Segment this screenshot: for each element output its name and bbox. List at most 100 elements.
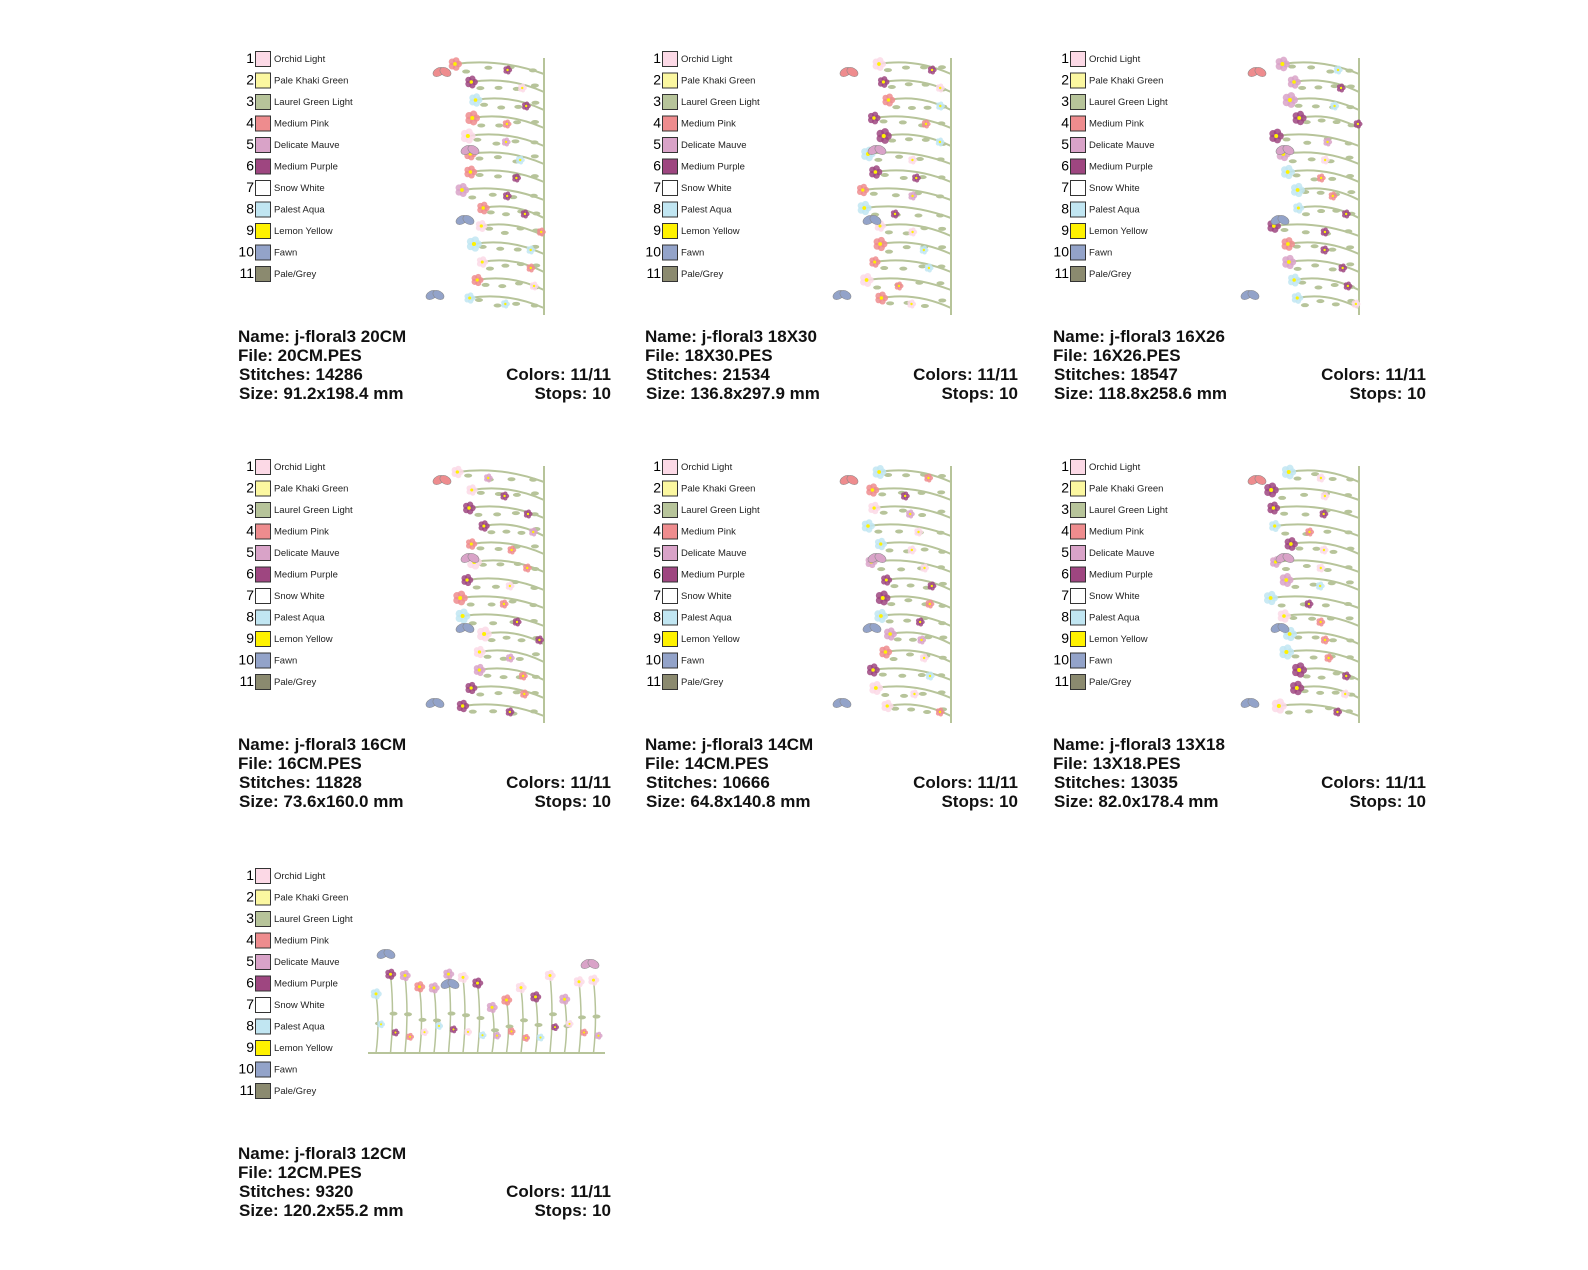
color-swatch bbox=[255, 223, 271, 239]
color-swatch bbox=[1070, 51, 1086, 67]
flower-center bbox=[923, 566, 926, 570]
flower-center bbox=[877, 62, 881, 66]
leaf bbox=[592, 1014, 601, 1019]
flower-center bbox=[1323, 494, 1327, 498]
flower-center bbox=[1296, 206, 1300, 210]
petal bbox=[408, 1032, 413, 1037]
petal bbox=[886, 93, 893, 100]
color-name: Delicate Mauve bbox=[1089, 548, 1154, 559]
petal bbox=[1308, 527, 1313, 532]
leaf bbox=[511, 139, 520, 144]
flower-center bbox=[532, 530, 535, 534]
flower-center bbox=[1307, 602, 1311, 606]
flower-center bbox=[403, 974, 407, 978]
leaf bbox=[1346, 262, 1355, 267]
leaf bbox=[1311, 635, 1320, 640]
flower-center bbox=[476, 981, 479, 985]
flower-center bbox=[1286, 242, 1290, 246]
flower-center bbox=[540, 230, 543, 234]
color-name: Lemon Yellow bbox=[274, 1043, 333, 1054]
color-swatch bbox=[662, 609, 678, 626]
flower-center bbox=[1271, 224, 1276, 228]
leaf bbox=[873, 285, 882, 290]
flower-center bbox=[465, 133, 470, 139]
petal bbox=[469, 110, 478, 118]
leaf bbox=[1323, 529, 1332, 534]
flower-center bbox=[526, 566, 529, 570]
petal bbox=[1326, 137, 1331, 142]
color-name: Lemon Yellow bbox=[274, 634, 333, 645]
leaf bbox=[485, 226, 494, 231]
color-name: Lemon Yellow bbox=[274, 226, 333, 237]
petal bbox=[455, 465, 462, 472]
color-name: Palest Aqua bbox=[274, 1022, 325, 1033]
petal bbox=[1356, 119, 1361, 124]
leaf bbox=[881, 692, 890, 697]
color-name: Delicate Mauve bbox=[1089, 140, 1154, 151]
color-swatch bbox=[1070, 244, 1086, 261]
colors-count: Colors: 11/11 bbox=[506, 365, 611, 384]
leaf bbox=[937, 121, 946, 126]
petal bbox=[518, 155, 524, 160]
leaf bbox=[899, 175, 908, 180]
color-swatch bbox=[1070, 652, 1086, 669]
petal bbox=[1336, 707, 1341, 712]
petal bbox=[490, 1001, 496, 1008]
flower-center bbox=[502, 602, 506, 606]
leaf bbox=[515, 656, 524, 661]
color-name: Fawn bbox=[274, 248, 297, 259]
petal bbox=[1295, 182, 1303, 190]
leaf bbox=[1328, 638, 1337, 643]
petal bbox=[469, 681, 476, 688]
design-file: File: 13X18.PES bbox=[1053, 754, 1181, 773]
color-swatch bbox=[255, 523, 271, 540]
color-name: Medium Purple bbox=[274, 979, 338, 990]
flower-center bbox=[469, 542, 473, 546]
flower-center bbox=[888, 632, 892, 636]
color-name: Medium Purple bbox=[681, 162, 745, 173]
stem bbox=[471, 541, 545, 555]
leaf bbox=[1293, 476, 1302, 481]
leaf bbox=[531, 100, 540, 105]
flower-center bbox=[468, 296, 472, 300]
petal bbox=[1343, 689, 1349, 694]
color-number: 7 bbox=[246, 179, 254, 195]
color-number: 3 bbox=[246, 910, 254, 926]
leaf bbox=[531, 120, 540, 125]
color-name: Snow White bbox=[274, 591, 325, 602]
flower-center bbox=[508, 584, 512, 588]
flower-center bbox=[1323, 248, 1326, 252]
color-number: 11 bbox=[239, 265, 254, 281]
color-number: 8 bbox=[653, 609, 661, 625]
leaf bbox=[477, 123, 486, 128]
flower-center bbox=[432, 986, 436, 990]
leaf bbox=[874, 157, 883, 162]
color-swatch bbox=[1070, 158, 1086, 175]
leaf bbox=[497, 105, 506, 110]
petal bbox=[503, 299, 509, 304]
color-number: 4 bbox=[653, 115, 661, 131]
leaf bbox=[476, 546, 485, 551]
leaf bbox=[937, 509, 946, 514]
flower-center bbox=[563, 997, 566, 1001]
petal bbox=[1294, 680, 1302, 688]
stitches: Stitches: 21534 bbox=[646, 365, 770, 384]
embroidery-preview bbox=[425, 57, 546, 315]
leaf bbox=[1346, 105, 1355, 110]
petal bbox=[1331, 191, 1336, 196]
flower-center bbox=[873, 260, 877, 264]
petal bbox=[465, 128, 473, 136]
color-number: 9 bbox=[1061, 630, 1069, 646]
stem bbox=[1273, 223, 1360, 237]
petal bbox=[871, 111, 879, 118]
leaf bbox=[1344, 509, 1353, 514]
leaf bbox=[1295, 546, 1304, 551]
leaf bbox=[487, 638, 496, 643]
color-swatch bbox=[1070, 94, 1086, 110]
petal bbox=[539, 227, 545, 232]
petal bbox=[938, 137, 943, 142]
leaf bbox=[937, 673, 946, 678]
leaf bbox=[1344, 709, 1353, 714]
leaf bbox=[418, 1017, 427, 1022]
petal bbox=[475, 977, 482, 983]
